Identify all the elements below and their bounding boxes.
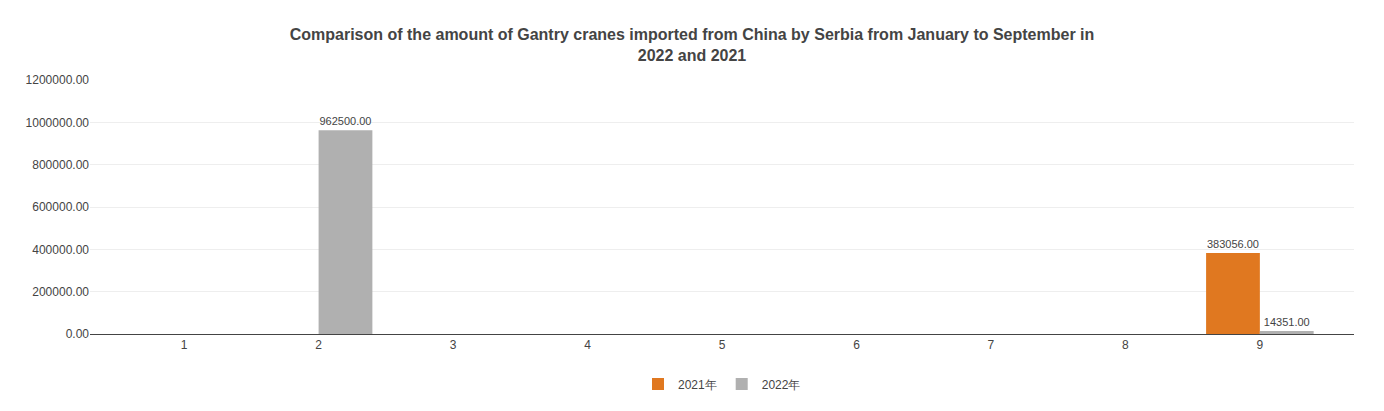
svg-text:2: 2 bbox=[315, 338, 322, 352]
svg-text:1200000.00: 1200000.00 bbox=[26, 73, 90, 87]
svg-text:2022年: 2022年 bbox=[762, 378, 801, 392]
svg-text:1: 1 bbox=[181, 338, 188, 352]
svg-text:800000.00: 800000.00 bbox=[32, 158, 89, 172]
svg-text:0.00: 0.00 bbox=[66, 327, 90, 341]
svg-text:5: 5 bbox=[719, 338, 726, 352]
svg-text:200000.00: 200000.00 bbox=[32, 285, 89, 299]
svg-text:1000000.00: 1000000.00 bbox=[26, 116, 90, 130]
svg-text:Comparison of the amount of Ga: Comparison of the amount of Gantry crane… bbox=[290, 26, 1095, 64]
svg-text:4: 4 bbox=[584, 338, 591, 352]
svg-text:9: 9 bbox=[1257, 338, 1264, 352]
svg-text:600000.00: 600000.00 bbox=[32, 200, 89, 214]
svg-text:14351.00: 14351.00 bbox=[1264, 316, 1310, 328]
svg-text:7: 7 bbox=[988, 338, 995, 352]
svg-text:6: 6 bbox=[853, 338, 860, 352]
svg-text:400000.00: 400000.00 bbox=[32, 243, 89, 257]
svg-text:962500.00: 962500.00 bbox=[319, 115, 371, 127]
svg-text:3: 3 bbox=[450, 338, 457, 352]
svg-text:8: 8 bbox=[1122, 338, 1129, 352]
svg-text:383056.00: 383056.00 bbox=[1207, 238, 1259, 250]
svg-text:2021年: 2021年 bbox=[678, 378, 717, 392]
